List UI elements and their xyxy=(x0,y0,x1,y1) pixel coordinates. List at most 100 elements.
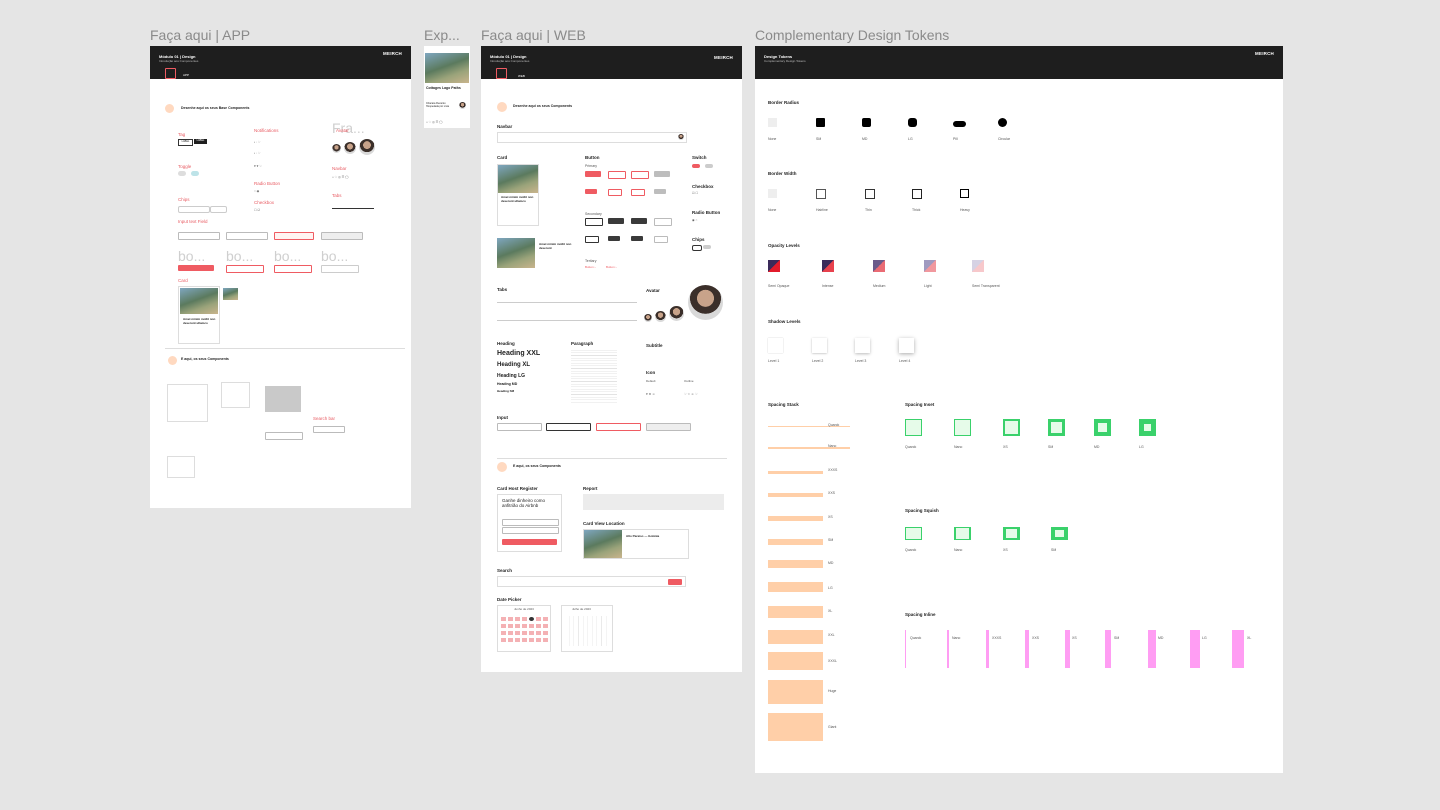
web-btn-secondary-2[interactable] xyxy=(608,218,624,224)
cal-day[interactable] xyxy=(529,624,534,628)
web-calendar-b[interactable]: Julho de 2023 xyxy=(561,605,613,652)
web-btn-primary-4[interactable] xyxy=(654,171,670,177)
squish-swatch-3 xyxy=(1051,527,1068,540)
web-btn-primary-sm-3[interactable] xyxy=(631,189,645,196)
cal-day[interactable] xyxy=(529,631,534,635)
cal-day[interactable] xyxy=(543,631,548,635)
tag-dark[interactable]: LABEL xyxy=(194,139,207,144)
web-btn-secondary-sm-2[interactable] xyxy=(608,236,620,241)
app-button-primary[interactable] xyxy=(178,265,214,271)
app-input-4[interactable] xyxy=(321,232,363,240)
cal-day[interactable] xyxy=(536,624,541,628)
web-checkbox-items[interactable]: ☑ ☐ xyxy=(692,191,699,195)
web-btn-tertiary-1[interactable]: Button › xyxy=(585,265,596,269)
cal-day[interactable] xyxy=(522,638,527,642)
web-btn-secondary-1[interactable] xyxy=(585,218,603,226)
exp-nav-icons[interactable]: ⌂ ♡ ◎ ☰ ◯ xyxy=(426,120,443,124)
app-input-3[interactable] xyxy=(274,232,314,240)
app-search-input[interactable] xyxy=(313,426,345,433)
host-submit-button[interactable] xyxy=(502,539,557,545)
chip-1[interactable] xyxy=(178,206,210,213)
web-btn-primary-sm-2[interactable] xyxy=(608,189,622,196)
web-navbar[interactable] xyxy=(497,132,687,143)
cal-day[interactable] xyxy=(508,638,513,642)
web-search-button[interactable] xyxy=(668,578,682,585)
web-location-card[interactable]: Alto Paraíso — Goiânia xyxy=(583,529,689,559)
web-btn-primary-sm-1[interactable] xyxy=(585,189,597,194)
cal-day[interactable] xyxy=(515,617,520,621)
app-calendar[interactable] xyxy=(167,456,195,478)
web-btn-primary-2[interactable] xyxy=(608,171,626,179)
web-btn-secondary-sm-3[interactable] xyxy=(631,236,643,241)
web-heading-xl: Heading XL xyxy=(497,362,531,368)
app-button-disabled[interactable] xyxy=(321,265,359,273)
cal-day[interactable] xyxy=(501,638,506,642)
app-form-card[interactable] xyxy=(167,384,208,422)
web-calendar-a[interactable]: Junho de 2023 xyxy=(497,605,551,652)
cal-day[interactable] xyxy=(501,624,506,628)
frame-title-tokens[interactable]: Complementary Design Tokens xyxy=(755,27,950,43)
cal-day[interactable] xyxy=(515,638,520,642)
cal-day[interactable] xyxy=(501,631,506,635)
web-host-card[interactable]: Ganhe dinheiro como anfitrião do Airbnb xyxy=(497,494,562,552)
toggle-on[interactable] xyxy=(191,171,199,176)
web-frame[interactable]: Módulo 01 | Design Introdução aos Compon… xyxy=(481,46,742,672)
web-btn-primary-3[interactable] xyxy=(631,171,649,179)
cal-day[interactable] xyxy=(529,638,534,642)
cal-day[interactable] xyxy=(508,631,513,635)
web-btn-primary-1[interactable] xyxy=(585,171,601,177)
cal-day[interactable] xyxy=(522,631,527,635)
web-card[interactable]: Amet minim mollit non deserunt ullamco xyxy=(497,164,539,226)
web-radio-items[interactable]: ◉ ○ xyxy=(692,218,698,222)
web-search-bar[interactable] xyxy=(497,576,686,587)
frame-title-exp[interactable]: Exp... xyxy=(424,27,460,43)
cal-day-selected[interactable] xyxy=(529,617,534,621)
toggle-off[interactable] xyxy=(178,171,186,176)
app-small-card[interactable] xyxy=(221,382,250,408)
web-navbar-avatar[interactable] xyxy=(678,134,684,140)
cal-day[interactable] xyxy=(515,624,520,628)
web-btn-secondary-4[interactable] xyxy=(654,218,672,226)
web-btn-secondary-sm-4[interactable] xyxy=(654,236,668,243)
frame-title-app[interactable]: Faça aqui | APP xyxy=(150,27,251,43)
cal-day[interactable] xyxy=(543,624,548,628)
web-input-4[interactable] xyxy=(646,423,691,431)
chip-2[interactable] xyxy=(210,206,227,213)
web-input-1[interactable] xyxy=(497,423,542,431)
cal-day[interactable] xyxy=(543,638,548,642)
cal-day[interactable] xyxy=(522,617,527,621)
cal-day[interactable] xyxy=(536,617,541,621)
calendar-b-grid[interactable] xyxy=(565,616,609,646)
cal-day[interactable] xyxy=(536,631,541,635)
web-input-3[interactable] xyxy=(596,423,641,431)
cal-day[interactable] xyxy=(536,638,541,642)
app-input-2[interactable] xyxy=(226,232,268,240)
web-switch-off[interactable] xyxy=(705,164,713,168)
host-input-1[interactable] xyxy=(502,519,559,526)
cal-day[interactable] xyxy=(508,624,513,628)
cal-day[interactable] xyxy=(522,624,527,628)
app-date-input[interactable] xyxy=(265,432,303,440)
web-btn-secondary-3[interactable] xyxy=(631,218,647,224)
cal-day[interactable] xyxy=(515,631,520,635)
frame-title-web[interactable]: Faça aqui | WEB xyxy=(481,27,586,43)
web-switch-on[interactable] xyxy=(692,164,700,168)
host-input-2[interactable] xyxy=(502,527,559,534)
app-card[interactable]: Amet minim mollit non deserunt ullamco xyxy=(178,286,220,344)
web-btn-primary-sm-4[interactable] xyxy=(654,189,666,194)
web-btn-tertiary-2[interactable]: Button › xyxy=(606,265,617,269)
exp-frame[interactable]: Cottages Lago Paths Chácara Recanto Hosp… xyxy=(424,46,470,128)
web-chip-1[interactable] xyxy=(692,245,702,251)
web-input-2[interactable] xyxy=(546,423,591,431)
cal-day[interactable] xyxy=(543,617,548,621)
web-btn-secondary-sm-1[interactable] xyxy=(585,236,599,243)
app-input-1[interactable] xyxy=(178,232,220,240)
app-button-secondary[interactable] xyxy=(226,265,264,273)
cal-day[interactable] xyxy=(501,617,506,621)
tag-light[interactable]: LABEL xyxy=(178,139,193,146)
cal-day[interactable] xyxy=(508,617,513,621)
app-button-tertiary[interactable] xyxy=(274,265,312,273)
web-chip-2[interactable] xyxy=(703,245,711,249)
tokens-frame[interactable]: Design Tokens Complementary Design Token… xyxy=(755,46,1283,773)
app-frame[interactable]: Módulo 01 | Design Introdução aos Compon… xyxy=(150,46,411,508)
